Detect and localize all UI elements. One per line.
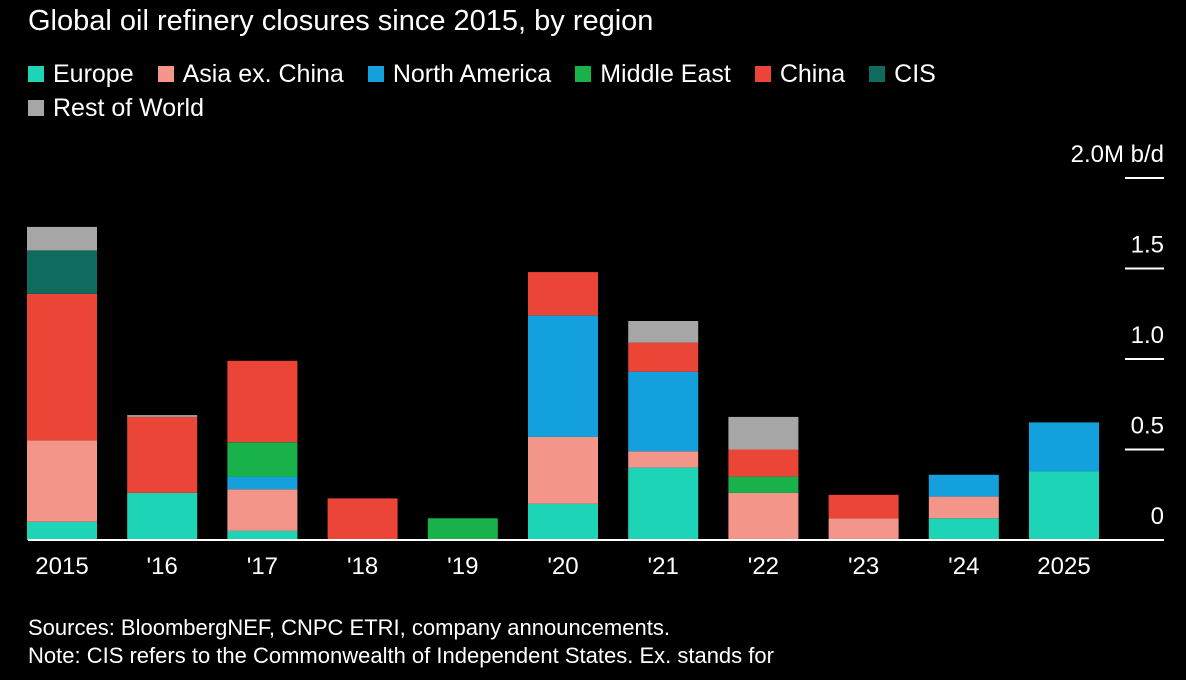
- x-tick-label: '19: [447, 553, 478, 580]
- x-tick-label: '20: [547, 553, 578, 580]
- legend-swatch: [869, 66, 886, 82]
- bar-segment: [628, 451, 699, 468]
- y-tick-label: 0.5: [1131, 413, 1164, 440]
- x-tick-label: '16: [147, 553, 178, 580]
- legend-item: China: [754, 58, 846, 90]
- bar-segment: [828, 494, 899, 519]
- bar-segment: [728, 492, 799, 540]
- x-tick-label: '18: [347, 553, 378, 580]
- bar-segment: [528, 503, 598, 540]
- bar-segment: [728, 416, 799, 450]
- chart-title: Global oil refinery closures since 2015,…: [28, 5, 654, 37]
- bar-segment: [928, 496, 999, 519]
- bar-segment: [1029, 422, 1099, 472]
- legend-item: Europe: [28, 58, 134, 90]
- bar-segment: [828, 518, 899, 540]
- legend-swatch: [367, 66, 384, 82]
- footnote: Sources: BloombergNEF, CNPC ETRI, compan…: [28, 614, 1168, 680]
- bar-segment: [127, 415, 198, 417]
- bar-segment: [227, 489, 298, 531]
- bar-segment: [628, 467, 699, 540]
- bar-segment: [327, 498, 398, 540]
- bar-segment: [27, 440, 97, 522]
- legend-label: CIS: [894, 60, 936, 88]
- bar-segment: [227, 442, 298, 477]
- x-tick-label: '17: [247, 553, 278, 580]
- legend: Europe Asia ex. China North America Middle …: [28, 58, 1088, 124]
- sources-text: Sources: BloombergNEF, CNPC ETRI, compan…: [28, 615, 670, 640]
- x-tick-label: '24: [948, 553, 979, 580]
- legend-item: North America: [367, 58, 552, 90]
- legend-label: Rest of World: [53, 94, 204, 122]
- bar-segment: [628, 342, 699, 372]
- bar-segment: [728, 476, 799, 493]
- x-tick-label: 2025: [1037, 553, 1090, 580]
- bar-segment: [27, 250, 97, 294]
- legend-swatch: [754, 66, 771, 82]
- x-tick-label: '23: [848, 553, 879, 580]
- bar-segment: [528, 272, 598, 316]
- bar-segment: [227, 476, 298, 490]
- y-tick-label: 0: [1151, 503, 1164, 530]
- bar-segment: [227, 360, 298, 443]
- bar-segment: [528, 436, 598, 504]
- bar-segment: [628, 321, 699, 343]
- bar-segment: [127, 416, 198, 493]
- bar-segment: [928, 474, 999, 497]
- note-text: Note: CIS refers to the Commonwealth of …: [28, 643, 774, 668]
- legend-item: Middle East: [575, 58, 731, 90]
- bar-segment: [27, 521, 97, 540]
- legend-label: Middle East: [600, 60, 731, 88]
- legend-swatch: [28, 66, 44, 82]
- bar-segment: [127, 492, 198, 540]
- bar-segment: [1029, 471, 1099, 540]
- bar-segment: [528, 315, 598, 437]
- y-tick-label: 1.5: [1131, 232, 1164, 259]
- legend-label: Europe: [53, 60, 134, 88]
- legend-item: CIS: [869, 58, 936, 90]
- legend-label: Asia ex. China: [182, 60, 344, 88]
- legend-swatch: [28, 100, 44, 116]
- x-tick-label: '21: [648, 553, 679, 580]
- bar-segment: [728, 449, 799, 477]
- bar-segment: [227, 531, 298, 540]
- bar-segment: [427, 518, 498, 540]
- bar-segment: [628, 371, 699, 452]
- legend-item: Rest of World: [28, 92, 204, 124]
- legend-label: North America: [392, 60, 552, 88]
- legend-swatch: [157, 66, 174, 82]
- x-tick-label: 2015: [35, 553, 88, 580]
- y-tick-label: 1.0: [1131, 322, 1164, 349]
- bar-segment: [27, 226, 97, 251]
- bar-segment: [27, 293, 97, 441]
- legend-item: Asia ex. China: [157, 58, 344, 90]
- legend-swatch: [575, 66, 592, 82]
- y-tick-label: 2.0M b/d: [1071, 141, 1164, 168]
- legend-label: China: [779, 60, 846, 88]
- x-tick-label: '22: [748, 553, 779, 580]
- bar-segment: [928, 518, 999, 540]
